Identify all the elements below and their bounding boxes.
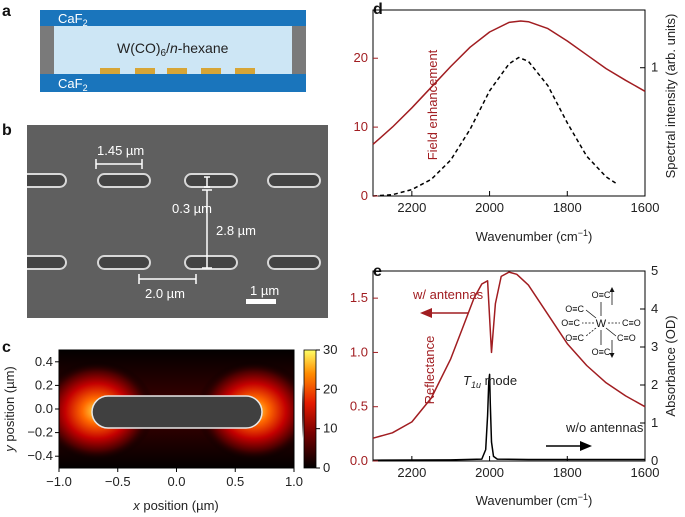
d-xtick-label: 1600 xyxy=(631,200,660,215)
d-ylabel-right: Spectral intensity (arb. units) xyxy=(663,14,678,179)
ligand-top: O≡C xyxy=(592,290,611,300)
d-xtick-label: 1800 xyxy=(553,200,582,215)
c-xtick-label: 0.5 xyxy=(226,474,244,489)
colorbar-ticks: 30 20 10 0 xyxy=(316,342,337,475)
with-antennas-label: w/ antennas xyxy=(412,287,484,302)
ligand-right: C≡O xyxy=(622,318,641,328)
d-ytick-left-label: 0 xyxy=(361,188,368,203)
e-xtick-label: 2200 xyxy=(397,465,426,480)
panel-a-label: a xyxy=(2,3,11,20)
c-xtick-label: 0.0 xyxy=(167,474,185,489)
e-series-right xyxy=(372,373,645,461)
panel-a: a CaF2 CaF2 W(CO)6/n-hexane xyxy=(2,3,306,93)
sem-annotations xyxy=(95,159,212,284)
molecule-diagram: W O≡C O≡C O≡C C≡O O≡C C≡O O≡C xyxy=(561,287,641,358)
c-xtick-label: 1.0 xyxy=(285,474,303,489)
d-series-left xyxy=(372,20,646,145)
e-xlabel: Wavenumber (cm−1) xyxy=(476,492,593,508)
c-ytick-label: −0.2 xyxy=(27,425,53,440)
without-antennas-label: w/o antennas xyxy=(565,420,644,435)
c-ytick-label: 0.2 xyxy=(35,377,53,392)
plot-e: 2200 2000 1800 1600 0.0 0.5 1.0 1.5 0 1 2 3 4 5 xyxy=(350,263,660,480)
liquid-cell xyxy=(54,26,292,74)
c-ytick-label: −0.4 xyxy=(27,448,53,463)
spacer-right xyxy=(292,26,306,74)
antenna-outline xyxy=(91,395,263,429)
e-ytick-right-label: 1 xyxy=(651,415,658,430)
solution-label: W(CO)6/n-hexane xyxy=(117,40,229,59)
e-ytick-right-label: 3 xyxy=(651,339,658,354)
heatmap-xlabel: x position (µm) xyxy=(132,498,219,513)
d-ytick-left-label: 10 xyxy=(354,119,368,134)
e-ytick-right-label: 4 xyxy=(651,301,658,316)
panel-c-label: c xyxy=(2,339,11,356)
caf2-top-label: CaF2 xyxy=(58,11,88,28)
colorbar-tick-label: 0 xyxy=(323,460,330,475)
c-xtick-label: −0.5 xyxy=(105,474,131,489)
c-xtick-label: −1.0 xyxy=(46,474,72,489)
ligand-left: O≡C xyxy=(561,318,580,328)
d-xlabel: Wavenumber (cm−1) xyxy=(476,228,593,244)
d-ytick-left-label: 20 xyxy=(354,50,368,65)
e-ylabel-right: Absorbance (OD) xyxy=(663,315,678,416)
antenna-array xyxy=(100,68,255,74)
e-frame xyxy=(372,270,646,462)
d-frame xyxy=(372,9,646,197)
ligand-bottom: O≡C xyxy=(592,347,611,357)
caf2-top-window xyxy=(40,10,306,26)
sem-antennas-row1 xyxy=(17,173,321,188)
tungsten-atom: W xyxy=(596,318,607,330)
d-series-right xyxy=(372,56,619,197)
e-ytick-left-label: 0.5 xyxy=(350,399,368,414)
e-ytick-right-label: 5 xyxy=(651,263,658,278)
c-ytick-label: 0.4 xyxy=(35,354,53,369)
panel-b-label: b xyxy=(2,122,12,139)
colorbar xyxy=(303,349,317,469)
e-xtick-label: 1800 xyxy=(553,465,582,480)
d-xtick-label: 2200 xyxy=(397,200,426,215)
spacer-left xyxy=(40,26,54,74)
panel-c: c −1.0 −0.5 0.0 0.5 1.0 0.4 0.2 0.0 −0.2 −0.4 x p… xyxy=(2,339,337,513)
panel-b: b 1.45 µm 0.3 µm 2.8 µm 2.0 µm 1 µm xyxy=(0,122,328,320)
e-series-left xyxy=(372,271,646,439)
sem-antennas-row2 xyxy=(17,255,321,270)
e-ytick-left-label: 1.0 xyxy=(350,344,368,359)
e-ytick-left-label: 0.0 xyxy=(350,453,368,468)
ligand-lower-right: C≡O xyxy=(617,333,636,343)
sem-image xyxy=(27,125,328,318)
d-ylabel-left: Field enhancement xyxy=(425,49,440,160)
with-antennas-arrow xyxy=(420,308,468,318)
d-ytick-right-label: 1 xyxy=(651,60,658,75)
e-xtick-label: 2000 xyxy=(475,465,504,480)
antenna-width-label: 0.3 µm xyxy=(172,201,212,216)
heatmap-axes: −1.0 −0.5 0.0 0.5 1.0 0.4 0.2 0.0 −0.2 −0.4 xyxy=(27,354,303,489)
e-ylabel-left: Reflectance xyxy=(422,336,437,405)
d-xtick-label: 2000 xyxy=(475,200,504,215)
vertical-gap-label: 2.8 µm xyxy=(216,223,256,238)
caf2-bottom-window xyxy=(40,74,306,92)
horizontal-gap-label: 2.0 µm xyxy=(145,286,185,301)
caf2-bottom-label: CaF2 xyxy=(58,76,88,93)
e-ytick-right-label: 0 xyxy=(651,453,658,468)
colorbar-tick-label: 30 xyxy=(323,342,337,357)
scale-bar-label: 1 µm xyxy=(250,283,279,298)
colorbar-tick-label: 20 xyxy=(323,381,337,396)
plot-d: 2200 2000 1800 1600 0 10 20 1 xyxy=(354,9,660,215)
e-xtick-label: 1600 xyxy=(631,465,660,480)
e-ytick-right-label: 2 xyxy=(651,377,658,392)
e-ytick-left-label: 1.5 xyxy=(350,290,368,305)
ligand-lower-left: O≡C xyxy=(565,333,584,343)
heatmap-ylabel: y position (µm) xyxy=(2,366,17,453)
colorbar-tick-label: 10 xyxy=(323,421,337,436)
scale-bar xyxy=(246,299,276,304)
without-antennas-arrow xyxy=(546,441,592,451)
ligand-upper-left: O≡C xyxy=(565,304,584,314)
t1u-mode-label: T1u mode xyxy=(463,373,517,390)
antenna-length-label: 1.45 µm xyxy=(97,143,144,158)
c-ytick-label: 0.0 xyxy=(35,401,53,416)
